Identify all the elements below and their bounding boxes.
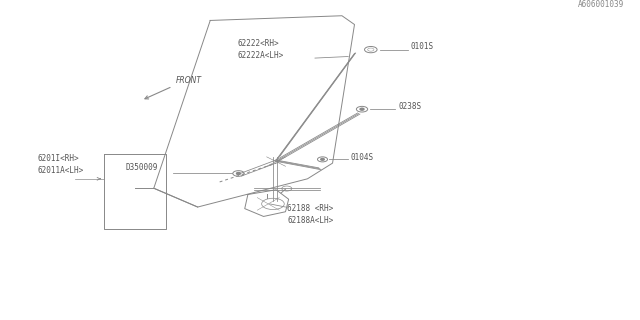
Text: 0238S: 0238S [398,101,422,111]
Text: D350009: D350009 [125,163,158,172]
Text: 0104S: 0104S [350,153,373,162]
Text: FRONT: FRONT [176,76,202,85]
Text: 6201I<RH>
62011A<LH>: 6201I<RH> 62011A<LH> [38,154,84,174]
Circle shape [321,158,324,160]
Text: A606001039: A606001039 [578,0,624,10]
Text: 0101S: 0101S [411,42,434,51]
Text: 62188 <RH>
62188A<LH>: 62188 <RH> 62188A<LH> [287,204,333,225]
Circle shape [237,172,241,174]
Circle shape [360,108,364,110]
Text: 62222<RH>
62222A<LH>: 62222<RH> 62222A<LH> [237,39,284,60]
